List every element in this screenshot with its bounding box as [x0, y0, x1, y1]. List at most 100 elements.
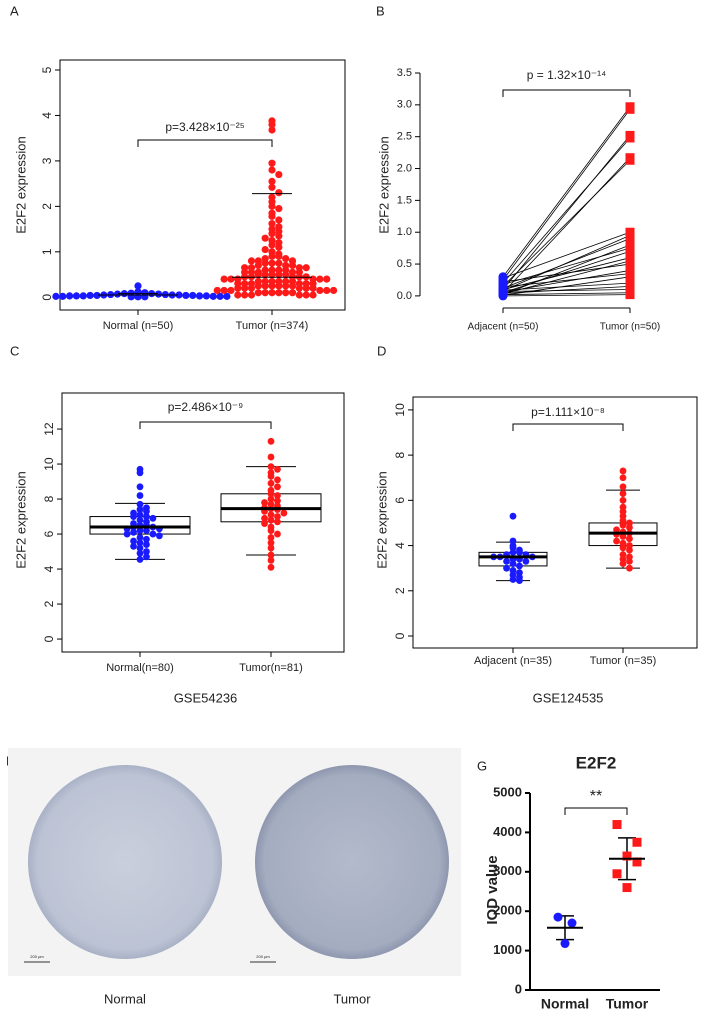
- data-point: [254, 270, 262, 279]
- data-point: [261, 499, 268, 506]
- y-tick-label: 8: [42, 495, 56, 502]
- data-point: [127, 293, 135, 301]
- y-tick-label: 3: [40, 157, 54, 164]
- data-point: [267, 472, 275, 480]
- pair-line: [502, 137, 631, 284]
- data-point: [134, 282, 142, 290]
- data-point: [560, 939, 570, 949]
- data-point: [268, 126, 276, 134]
- data-point: [267, 534, 275, 541]
- data-point: [316, 275, 324, 283]
- data-point: [247, 257, 256, 265]
- data-point: [275, 282, 283, 290]
- y-tick-label: 5: [40, 66, 54, 73]
- pair-line: [502, 282, 631, 291]
- data-point: [136, 549, 144, 557]
- data-point: [288, 261, 297, 270]
- data-point: [143, 527, 150, 534]
- y-axis-label: E2F2 expression: [13, 136, 28, 234]
- data-point: [625, 234, 635, 244]
- data-point: [516, 562, 523, 570]
- data-point: [216, 292, 224, 300]
- data-point: [52, 292, 60, 300]
- significance-label: p=1.111×10⁻⁸: [531, 405, 605, 419]
- data-point: [275, 205, 283, 213]
- data-point: [275, 252, 283, 260]
- data-point: [209, 292, 217, 300]
- data-point: [136, 516, 144, 524]
- data-point: [143, 541, 150, 548]
- data-point: [268, 120, 276, 129]
- significance-label: p=2.486×10⁻⁹: [168, 400, 244, 414]
- y-tick-label: 0.0: [397, 290, 412, 302]
- data-point: [136, 539, 144, 547]
- data-point: [282, 270, 290, 279]
- data-point: [227, 286, 235, 295]
- data-point: [261, 245, 269, 254]
- y-tick-label: 10: [42, 457, 56, 471]
- y-tick-label: 12: [42, 422, 56, 436]
- data-point: [202, 292, 210, 300]
- data-point: [275, 170, 283, 179]
- data-point: [613, 537, 620, 545]
- data-point: [136, 483, 144, 491]
- significance-bracket: [564, 807, 628, 815]
- scale-label: 200 µm: [256, 954, 270, 959]
- data-point: [282, 282, 290, 290]
- pair-line: [502, 109, 631, 281]
- data-point: [136, 534, 144, 541]
- data-point: [268, 159, 276, 167]
- y-tick-label: 2.0: [397, 162, 412, 174]
- data-point: [268, 282, 276, 290]
- data-point: [267, 437, 275, 445]
- data-point: [509, 576, 517, 583]
- y-axis-label: IOD value: [484, 855, 501, 924]
- data-point: [619, 521, 627, 529]
- x-tick-label: Normal (n=50): [103, 320, 174, 332]
- pair-line: [502, 250, 631, 294]
- data-point: [143, 548, 150, 555]
- data-point: [516, 548, 523, 556]
- data-point: [59, 292, 67, 300]
- data-point: [282, 255, 290, 263]
- pair-line: [502, 135, 631, 290]
- data-point: [267, 556, 275, 564]
- data-point: [267, 527, 275, 534]
- data-point: [143, 553, 150, 561]
- data-point: [136, 544, 144, 552]
- data-point: [268, 259, 276, 267]
- data-point: [220, 275, 228, 283]
- y-tick-label: 2.5: [397, 131, 412, 143]
- data-point: [329, 286, 338, 295]
- data-point: [93, 291, 101, 300]
- data-point: [309, 291, 317, 299]
- pair-line: [502, 244, 631, 295]
- data-point: [619, 467, 627, 475]
- data-point: [130, 528, 137, 536]
- y-tick-label: 4000: [493, 824, 522, 839]
- data-point: [302, 284, 310, 292]
- data-point: [267, 539, 275, 547]
- data-point: [86, 291, 94, 300]
- significance-bracket: [512, 423, 624, 431]
- x-tick-label: Tumor: [606, 996, 649, 1012]
- data-point: [268, 183, 276, 191]
- data-point: [619, 474, 627, 482]
- data-point: [241, 284, 249, 292]
- y-axis-label: E2F2 expression: [376, 136, 391, 234]
- pair-line: [502, 263, 631, 283]
- y-tick-label: 0: [42, 635, 56, 642]
- y-tick-label: 4: [393, 542, 407, 549]
- data-point: [268, 177, 276, 185]
- y-tick-label: 2: [40, 203, 54, 210]
- data-point: [234, 291, 242, 299]
- data-point: [267, 511, 275, 519]
- data-point: [149, 514, 157, 522]
- pair-line: [502, 247, 631, 285]
- significance-bracket: [502, 89, 631, 97]
- data-point: [626, 535, 633, 543]
- data-point: [130, 537, 137, 545]
- data-point: [288, 282, 297, 290]
- x-tick-label: Tumor (n=50): [600, 322, 660, 333]
- data-point: [274, 465, 281, 473]
